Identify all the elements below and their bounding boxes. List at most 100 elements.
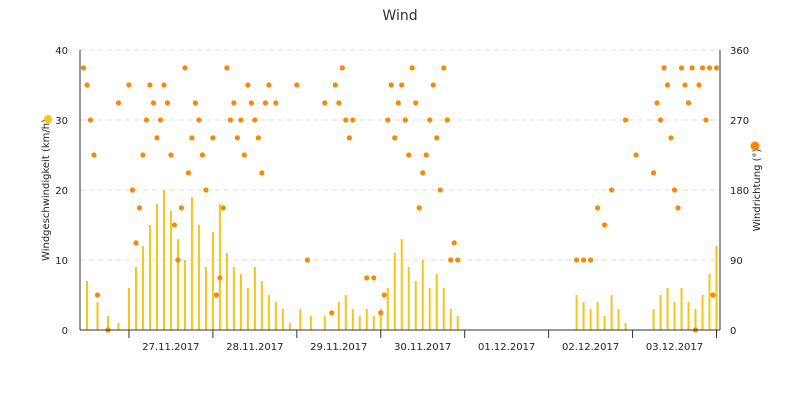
direction-point — [210, 135, 216, 141]
direction-point — [434, 135, 440, 141]
direction-point — [413, 100, 419, 106]
speed-bar — [659, 295, 662, 330]
direction-point — [150, 100, 157, 106]
speed-bar — [239, 274, 242, 330]
speed-bar — [260, 281, 263, 330]
direction-point — [699, 65, 706, 71]
direction-point — [241, 152, 247, 158]
direction-point — [168, 152, 174, 158]
speed-bar — [428, 288, 431, 330]
speed-bar — [176, 239, 179, 330]
speed-bar — [281, 309, 284, 330]
direction-point — [350, 117, 356, 123]
speed-bar — [351, 309, 354, 330]
direction-point — [657, 117, 664, 123]
speed-bar — [299, 309, 302, 330]
grid-lines — [80, 49, 720, 261]
direction-point — [133, 240, 139, 246]
direction-point — [336, 100, 342, 106]
speed-bar — [190, 197, 193, 330]
speed-bar — [211, 232, 214, 330]
direction-point — [388, 82, 394, 88]
direction-point — [675, 205, 681, 211]
speed-bar — [372, 316, 375, 330]
speed-bar — [456, 316, 459, 330]
direction-point — [252, 117, 258, 123]
speed-bar — [127, 288, 130, 330]
speed-bar — [323, 316, 326, 330]
y-left-tick-label: 40 — [55, 46, 68, 57]
y-right-tick-label: 0 — [730, 326, 736, 337]
direction-point — [706, 65, 713, 71]
speed-bar — [617, 309, 620, 330]
speed-bar — [393, 253, 396, 330]
speed-bar — [400, 239, 403, 330]
speed-bar — [421, 260, 424, 330]
direction-point — [420, 170, 426, 176]
direction-point — [294, 82, 300, 88]
direction-point — [371, 275, 377, 281]
direction-point — [161, 82, 167, 88]
x-tick-label: 03.12.2017 — [646, 342, 703, 353]
direction-point — [423, 152, 429, 158]
speed-bar — [134, 267, 137, 330]
direction-point — [332, 82, 338, 88]
direction-point — [178, 205, 185, 211]
direction-point — [262, 100, 268, 106]
direction-point — [80, 65, 87, 71]
direction-point — [402, 117, 408, 123]
direction-point — [238, 117, 244, 123]
speed-bar — [106, 316, 109, 330]
direction-point — [84, 82, 90, 88]
y-left-tick-label: 30 — [55, 116, 68, 127]
direction-point — [143, 117, 150, 123]
direction-point — [713, 65, 720, 71]
direction-point — [87, 117, 94, 123]
direction-points — [80, 65, 720, 333]
direction-point — [182, 65, 188, 71]
direction-point — [441, 65, 447, 71]
speed-bar — [442, 288, 445, 330]
y-left-title-group: Windgeschwindigkeit (km/h) — [41, 119, 52, 261]
direction-point — [346, 135, 352, 141]
y-left-legend-marker — [44, 115, 52, 123]
direction-point — [94, 292, 101, 298]
y-right-tick-label: 360 — [730, 46, 749, 57]
speed-bar — [344, 295, 347, 330]
speed-bar — [225, 253, 228, 330]
direction-point — [343, 117, 349, 123]
axes: 0 10 20 30 40 0 90 180 270 360 27.11.2017 28.11.201… — [55, 46, 749, 353]
speed-bar — [155, 204, 158, 330]
speed-bar — [652, 309, 655, 330]
direction-point — [91, 152, 97, 158]
speed-bar — [624, 323, 627, 330]
speed-bar — [582, 302, 585, 330]
direction-point — [608, 187, 615, 193]
speed-bar — [232, 267, 235, 330]
direction-point — [671, 187, 678, 193]
direction-point — [661, 65, 667, 71]
direction-point — [129, 187, 136, 193]
x-tick-label: 30.11.2017 — [394, 342, 451, 353]
direction-point — [633, 152, 639, 158]
y-left-axis-title: Windgeschwindigkeit (km/h) — [41, 119, 52, 261]
direction-point — [189, 135, 195, 141]
direction-point — [378, 310, 384, 316]
y-right-axis-title: Windrichtung (°) — [752, 149, 763, 232]
direction-point — [664, 82, 671, 88]
speed-bar — [162, 190, 165, 330]
chart-title: Wind — [382, 8, 417, 24]
speed-bar — [218, 204, 221, 330]
direction-point — [203, 187, 209, 193]
x-tick-label: 27.11.2017 — [142, 342, 199, 353]
direction-point — [381, 292, 387, 298]
direction-point — [455, 257, 461, 263]
speed-bar — [407, 267, 410, 330]
speed-bar — [267, 295, 270, 330]
speed-bars — [85, 190, 718, 330]
direction-point — [650, 170, 657, 176]
y-right-tick-label: 180 — [730, 186, 749, 197]
direction-point — [395, 100, 401, 106]
x-tick-label: 01.12.2017 — [478, 342, 535, 353]
